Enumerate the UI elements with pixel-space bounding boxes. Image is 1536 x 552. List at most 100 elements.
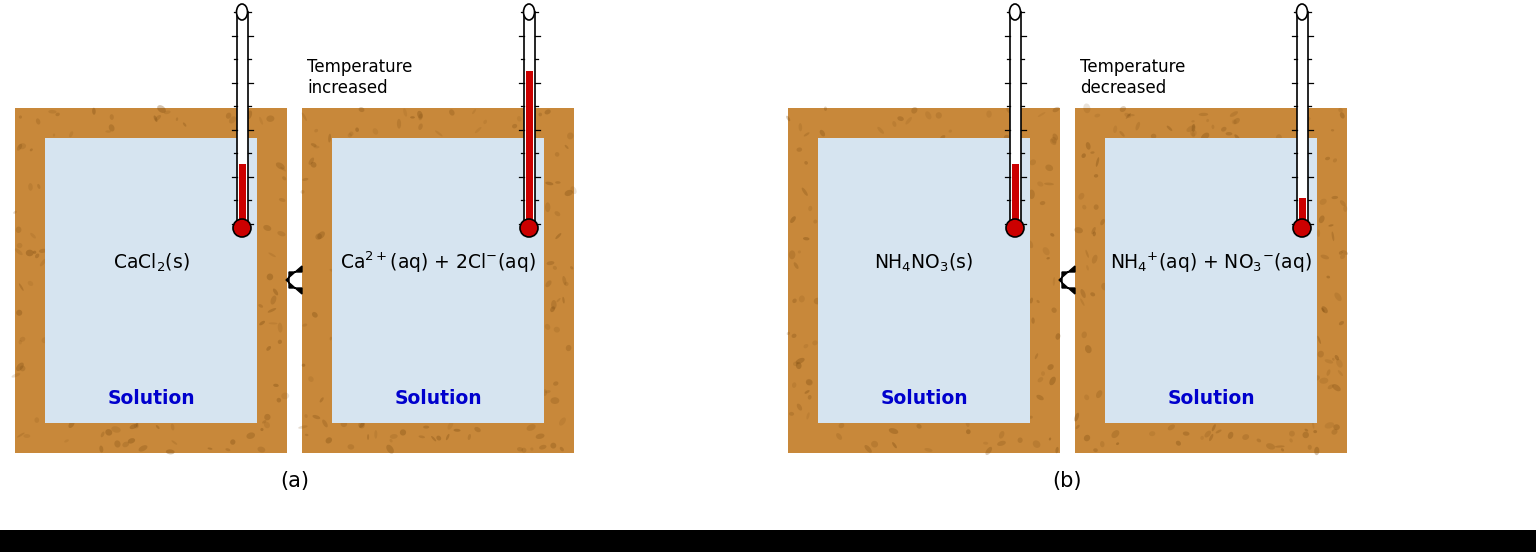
Ellipse shape [1281,448,1284,452]
Ellipse shape [18,283,23,291]
Ellipse shape [318,231,326,239]
Ellipse shape [562,297,565,304]
Ellipse shape [347,444,355,449]
Ellipse shape [1031,317,1035,324]
Ellipse shape [1313,430,1316,433]
Ellipse shape [1209,434,1213,441]
Ellipse shape [445,434,450,440]
Ellipse shape [410,116,415,119]
Circle shape [233,219,250,237]
Ellipse shape [326,437,332,443]
Ellipse shape [1315,375,1319,380]
Bar [303,108,574,453]
Ellipse shape [31,233,35,238]
Ellipse shape [1075,425,1080,429]
Ellipse shape [545,390,550,393]
Ellipse shape [1332,384,1341,391]
Ellipse shape [1126,113,1130,119]
Ellipse shape [823,107,826,111]
Ellipse shape [793,383,796,388]
Ellipse shape [1083,205,1086,209]
Ellipse shape [1051,233,1054,237]
Ellipse shape [418,124,422,130]
Ellipse shape [1333,424,1339,430]
Ellipse shape [986,447,992,455]
Ellipse shape [1052,277,1055,286]
Ellipse shape [1342,205,1347,212]
Ellipse shape [260,117,263,125]
Ellipse shape [790,251,796,259]
Ellipse shape [280,167,286,172]
Ellipse shape [1212,125,1215,129]
Ellipse shape [260,428,264,431]
Ellipse shape [511,124,518,129]
Ellipse shape [453,429,461,432]
Ellipse shape [802,188,808,196]
Ellipse shape [935,112,942,119]
Ellipse shape [547,261,554,265]
Ellipse shape [1198,113,1209,116]
Ellipse shape [791,333,797,338]
Bar [1009,12,1020,224]
Ellipse shape [1149,431,1155,436]
Ellipse shape [808,206,813,211]
Text: Solution: Solution [108,390,195,408]
Ellipse shape [553,327,561,332]
Ellipse shape [524,4,535,20]
Ellipse shape [134,423,138,428]
Ellipse shape [786,332,790,335]
Ellipse shape [1086,265,1089,270]
Ellipse shape [1052,307,1057,313]
Ellipse shape [11,373,20,378]
Ellipse shape [37,184,40,189]
Ellipse shape [1084,345,1092,353]
Ellipse shape [545,324,550,330]
Ellipse shape [794,262,799,269]
Ellipse shape [997,441,1006,446]
Text: Solution: Solution [395,390,482,408]
Circle shape [521,219,538,237]
Ellipse shape [1212,424,1217,431]
Ellipse shape [472,109,476,114]
Ellipse shape [1081,153,1086,158]
Ellipse shape [237,4,247,20]
Ellipse shape [925,448,932,452]
Ellipse shape [1083,103,1091,113]
Ellipse shape [1055,333,1060,340]
Ellipse shape [892,442,897,448]
Ellipse shape [1051,137,1057,144]
Ellipse shape [32,251,37,254]
Ellipse shape [1135,122,1140,130]
Ellipse shape [315,129,318,132]
Ellipse shape [1341,250,1349,255]
Bar [525,71,533,224]
Ellipse shape [983,442,988,445]
Ellipse shape [1046,257,1051,259]
Ellipse shape [1332,231,1335,241]
Ellipse shape [270,295,276,305]
Ellipse shape [319,397,324,402]
Ellipse shape [267,273,273,280]
Ellipse shape [127,438,135,444]
Ellipse shape [298,426,307,429]
Bar [238,164,246,224]
Ellipse shape [475,127,481,133]
Ellipse shape [1074,227,1083,233]
Ellipse shape [905,117,912,125]
Ellipse shape [1289,431,1295,437]
Ellipse shape [283,176,286,181]
Ellipse shape [786,116,790,121]
Ellipse shape [1326,157,1330,160]
Ellipse shape [1304,429,1309,432]
Ellipse shape [28,183,32,191]
Ellipse shape [20,365,26,371]
Ellipse shape [1204,431,1210,438]
Ellipse shape [966,420,969,427]
Ellipse shape [1037,182,1043,187]
Ellipse shape [390,439,393,442]
Ellipse shape [1316,230,1319,237]
Ellipse shape [301,190,304,194]
Ellipse shape [1095,114,1100,118]
Ellipse shape [1037,300,1040,303]
Ellipse shape [820,130,825,136]
